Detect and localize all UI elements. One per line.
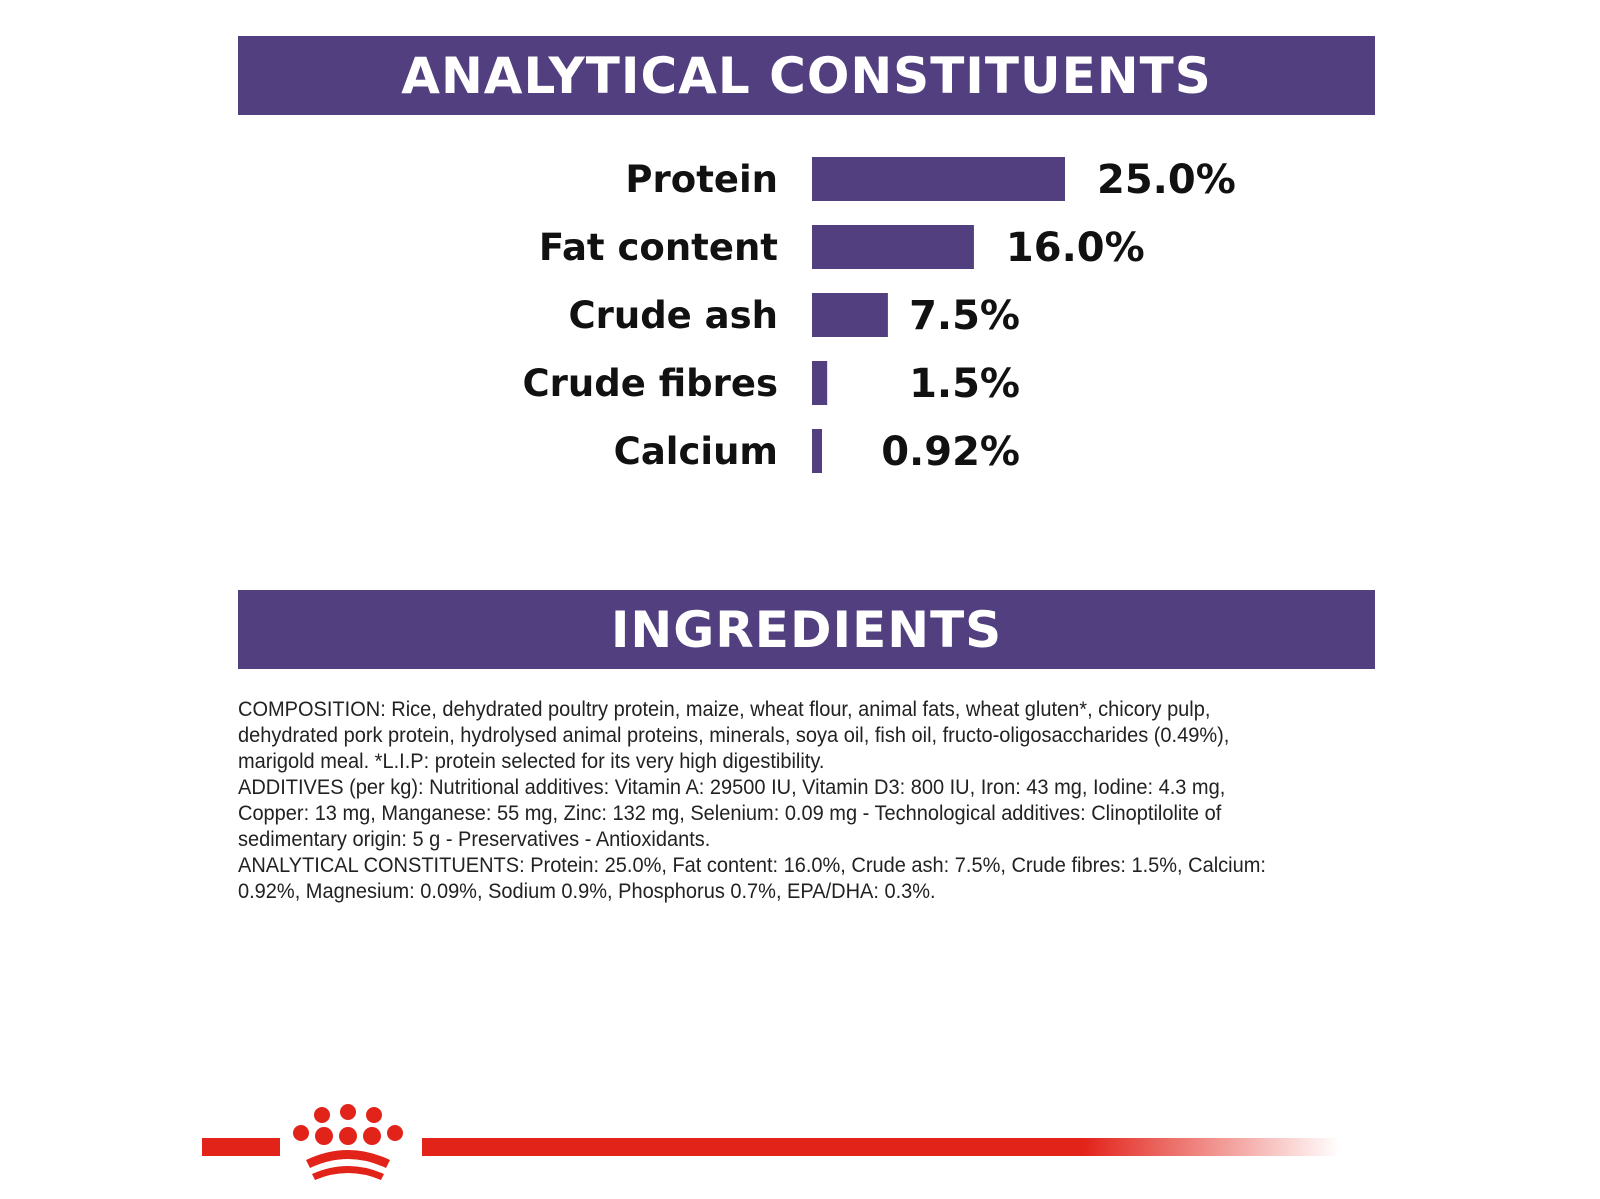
- nutrient-bar-chart: Protein 25.0% Fat content 16.0% Crude ash 7.5…: [523, 157, 1236, 475]
- composition-text: COMPOSITION: Rice, dehydrated poultry pr…: [238, 697, 1230, 773]
- value-label-fat-content: 16.0%: [1006, 225, 1145, 271]
- bar-fat-content: [812, 225, 974, 269]
- ingredients-title: INGREDIENTS: [610, 600, 1003, 659]
- analytical-constituents-banner: ANALYTICAL CONSTITUENTS: [238, 36, 1375, 115]
- brand-footer: [202, 1104, 1340, 1180]
- category-label-protein: Protein: [625, 158, 778, 201]
- value-label-calcium: 0.92%: [881, 429, 1020, 475]
- analytical-constituents-title: ANALYTICAL CONSTITUENTS: [401, 46, 1212, 105]
- bar-protein: [812, 157, 1065, 201]
- ingredients-body: COMPOSITION: Rice, dehydrated poultry pr…: [238, 696, 1289, 904]
- additives-text: ADDITIVES (per kg): Nutritional additive…: [238, 775, 1226, 851]
- footer-red-line-right: [422, 1138, 1340, 1156]
- category-label-crude-ash: Crude ash: [568, 294, 778, 337]
- bar-calcium: [812, 429, 822, 473]
- value-label-crude-fibres: 1.5%: [909, 361, 1020, 407]
- value-label-protein: 25.0%: [1097, 157, 1236, 203]
- crown-icon: [293, 1104, 403, 1180]
- value-label-crude-ash: 7.5%: [909, 293, 1020, 339]
- category-label-fat-content: Fat content: [539, 226, 778, 269]
- footer-red-line-left: [202, 1138, 280, 1156]
- ingredients-banner: INGREDIENTS: [238, 590, 1375, 669]
- category-label-calcium: Calcium: [614, 430, 778, 473]
- analytical-constituents-text: ANALYTICAL CONSTITUENTS: Protein: 25.0%,…: [238, 853, 1266, 903]
- bar-crude-fibres: [812, 361, 828, 405]
- category-label-crude-fibres: Crude fibres: [523, 362, 778, 405]
- bar-crude-ash: [812, 293, 888, 337]
